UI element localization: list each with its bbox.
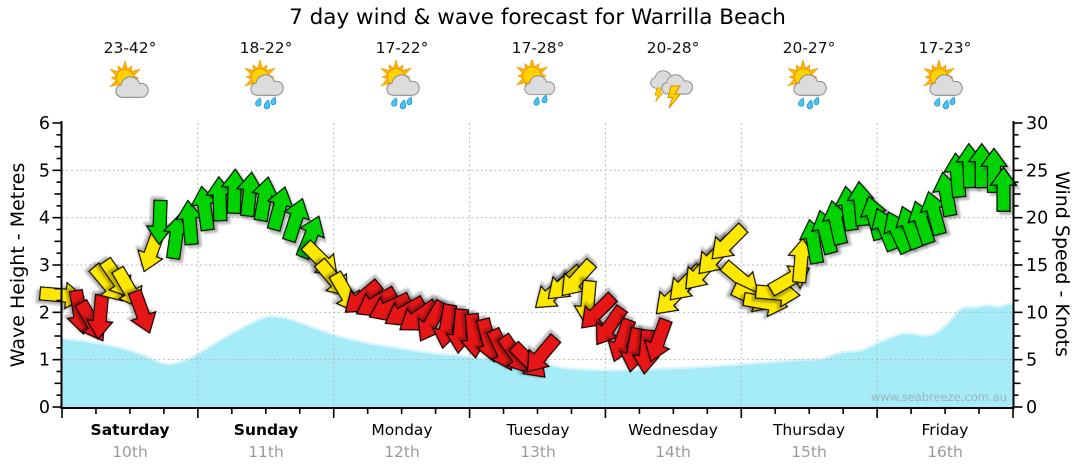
temp-range-label: 17-23° [918,39,972,57]
left-tick-label: 4 [39,209,50,229]
day-header-saturday: 23-42° [62,38,198,114]
sun-cloud-rain-icon [334,60,470,114]
left-tick-label: 1 [39,351,50,371]
day-name: Wednesday [628,421,718,439]
wind-arrow [989,166,1018,212]
temp-range-label: 20-28° [646,39,700,57]
left-tick-label: 0 [39,398,50,418]
wave-edge [61,302,1014,372]
sun-cloud-rain-icon [380,60,420,110]
left-tick-label: 6 [39,114,50,134]
sun-cloud-rain-icon [198,60,334,114]
temp-range-label: 18-22° [239,39,293,57]
x-label-sunday: Sunday 11th [198,421,334,461]
day-header-wednesday: 20-28° [605,38,741,114]
thunderstorm-icon [605,60,741,114]
wind-arrow [281,197,311,244]
right-tick-label: 0 [1026,398,1037,418]
sun-cloud-rain-icon [741,60,877,114]
thunderstorm-icon [650,70,693,109]
x-label-friday: Friday 16th [877,421,1013,461]
day-date: 10th [112,443,148,461]
day-date: 16th [927,443,963,461]
day-header-tuesday: 17-28° [470,38,606,114]
sun-cloud-rain-icon [244,60,284,110]
sun-cloud-rain-icon [877,60,1013,114]
sun-cloud-rain-icon [787,60,827,110]
left-tick-label: 5 [39,161,50,181]
temp-range-label: 17-22° [375,39,429,57]
sun-cloud-drizzle-icon [470,60,606,114]
day-header-monday: 17-22° [334,38,470,114]
x-label-thursday: Thursday 15th [741,421,877,461]
day-date: 14th [655,443,691,461]
day-date: 13th [520,443,556,461]
left-tick-label: 3 [39,256,50,276]
day-header-sunday: 18-22° [198,38,334,114]
right-tick-label: 10 [1026,303,1048,323]
day-date: 11th [248,443,284,461]
wave-area [62,303,1013,407]
wind-arrow [711,222,749,260]
temp-range-label: 20-27° [782,39,836,57]
day-date: 15th [791,443,827,461]
wind-arrow [580,291,619,329]
day-name: Monday [371,421,433,439]
right-tick-label: 30 [1026,114,1048,134]
wind-arrow [643,317,673,363]
day-name: Saturday [90,421,170,439]
sun-cloud-rain-icon [923,60,963,110]
day-date: 12th [384,443,420,461]
x-label-saturday: Saturday 10th [62,421,198,461]
day-name: Friday [921,421,969,439]
left-axis-title: Wave Height - Metres [7,162,29,368]
watermark: www.seabreeze.com.au [871,390,1007,404]
partly-cloudy-icon [109,60,149,98]
day-name: Sunday [233,421,299,439]
x-label-monday: Monday 12th [334,421,470,461]
right-tick-label: 20 [1026,209,1048,229]
temp-range-label: 17-28° [511,39,565,57]
right-tick-label: 15 [1026,256,1048,276]
day-header-friday: 17-23° [877,38,1013,114]
day-name: Tuesday [506,421,570,439]
temp-range-label: 23-42° [103,39,157,57]
partly-cloudy-icon [62,60,198,114]
wind-arrow [127,288,157,334]
sun-cloud-drizzle-icon [515,60,556,106]
left-tick-label: 2 [39,303,50,323]
day-header-thursday: 20-27° [741,38,877,114]
right-tick-label: 5 [1026,351,1037,371]
page-title: 7 day wind & wave forecast for Warrilla … [289,5,786,30]
x-label-wednesday: Wednesday 14th [605,421,741,461]
day-name: Thursday [772,421,846,439]
x-label-tuesday: Tuesday 13th [470,421,606,461]
right-axis-title: Wind Speed - Knots [1051,171,1073,357]
right-tick-label: 25 [1026,161,1048,181]
wind-arrow [526,333,562,373]
